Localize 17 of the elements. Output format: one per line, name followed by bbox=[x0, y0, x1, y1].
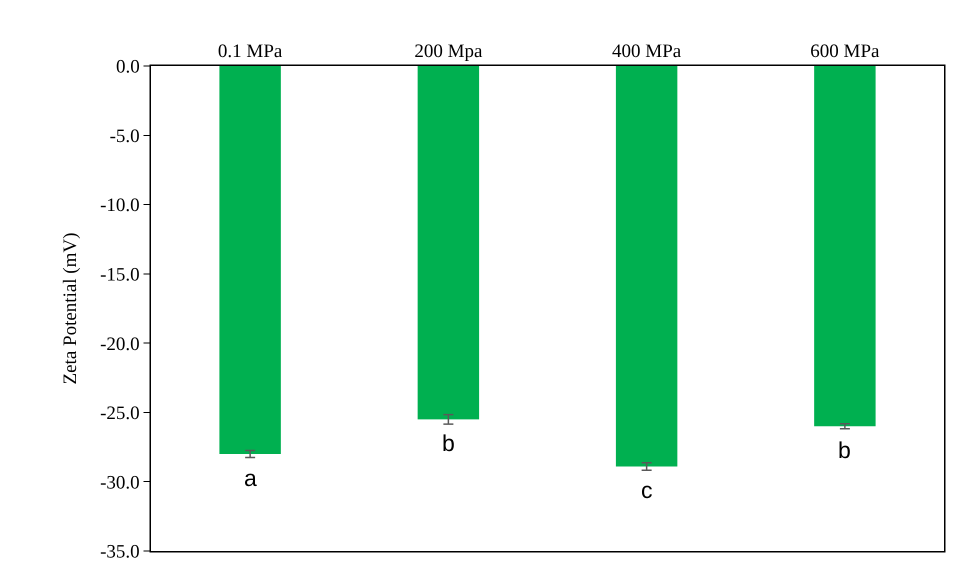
annotation: b bbox=[442, 430, 455, 456]
y-tick-label: 0.0 bbox=[116, 56, 140, 78]
annotation: b bbox=[838, 437, 851, 463]
x-tick-label: 600 MPa bbox=[810, 40, 880, 62]
y-tick-label: -15.0 bbox=[100, 264, 140, 286]
annotation: a bbox=[244, 465, 257, 491]
y-tick-label: -35.0 bbox=[100, 542, 140, 563]
y-tick-label: -25.0 bbox=[100, 403, 140, 424]
x-tick-label: 200 Mpa bbox=[414, 40, 483, 62]
y-tick-label: -10.0 bbox=[100, 195, 140, 216]
x-tick-label: 0.1 MPa bbox=[218, 40, 283, 62]
y-tick-label: -30.0 bbox=[100, 472, 140, 494]
y-axis-title: Zeta Potential (mV) bbox=[60, 232, 82, 384]
y-tick-label: -20.0 bbox=[100, 334, 140, 355]
annotation: c bbox=[641, 477, 652, 503]
x-tick-label: 400 MPa bbox=[612, 40, 682, 62]
y-tick-label: -5.0 bbox=[110, 126, 140, 147]
